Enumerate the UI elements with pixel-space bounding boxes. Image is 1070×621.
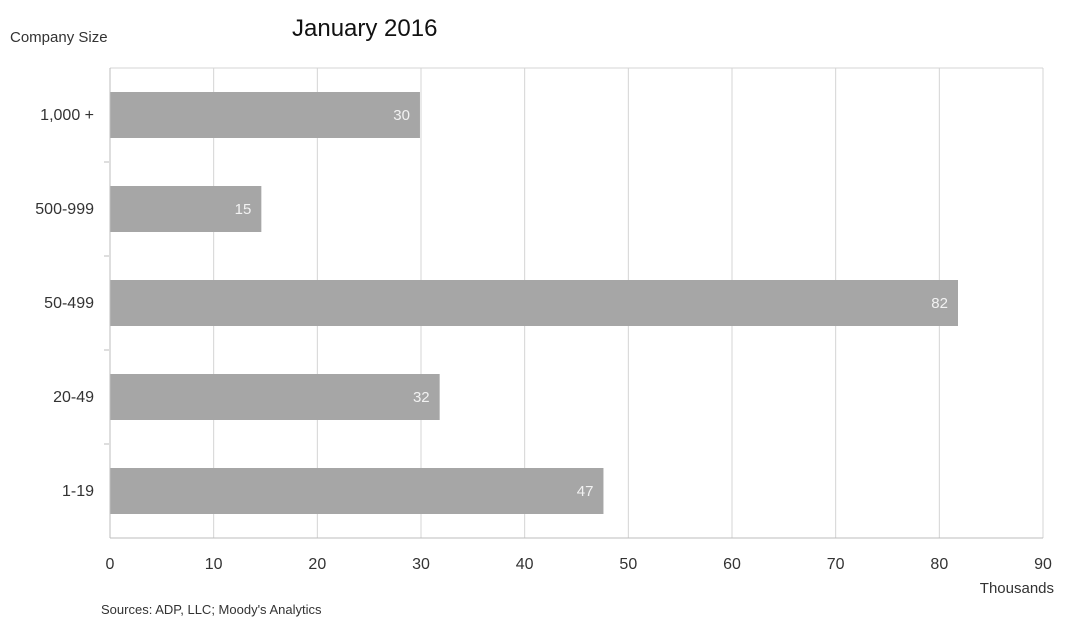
category-label-2: 50-499: [44, 295, 94, 312]
source-note: Sources: ADP, LLC; Moody's Analytics: [101, 602, 322, 617]
x-tick-label-0: 0: [106, 556, 115, 573]
x-tick-label-40: 40: [516, 556, 534, 573]
bar-value-label-2: 82: [931, 295, 948, 312]
x-tick-label-90: 90: [1034, 556, 1052, 573]
bar-value-label-3: 32: [413, 389, 430, 406]
chart-title: January 2016: [292, 15, 437, 42]
bar-value-label-0: 30: [393, 107, 410, 124]
category-label-1: 500-999: [35, 201, 94, 218]
bar-value-label-1: 15: [235, 201, 252, 218]
bar-4: [110, 468, 604, 514]
x-tick-label-60: 60: [723, 556, 741, 573]
x-tick-label-50: 50: [619, 556, 637, 573]
y-axis-label: Company Size: [10, 29, 108, 46]
bar-value-label-4: 47: [577, 483, 594, 500]
bar-1: [110, 186, 262, 232]
axes: [104, 68, 1043, 539]
x-axis-label: Thousands: [980, 580, 1054, 597]
x-tick-label-80: 80: [930, 556, 948, 573]
bar-0: [110, 92, 420, 138]
x-tick-label-10: 10: [205, 556, 223, 573]
category-label-0: 1,000 +: [40, 107, 94, 124]
x-tick-label-20: 20: [308, 556, 326, 573]
bar-3: [110, 374, 440, 420]
bars-group: [110, 92, 958, 514]
labels-group: 0 10 20 30 40 50 60 70 80 90 30 1,000 + 15 500-999 82 5…: [35, 107, 1052, 573]
x-tick-label-70: 70: [827, 556, 845, 573]
category-label-3: 20-49: [53, 389, 94, 406]
category-label-4: 1-19: [62, 483, 94, 500]
x-tick-label-30: 30: [412, 556, 430, 573]
bar-2: [110, 280, 958, 326]
